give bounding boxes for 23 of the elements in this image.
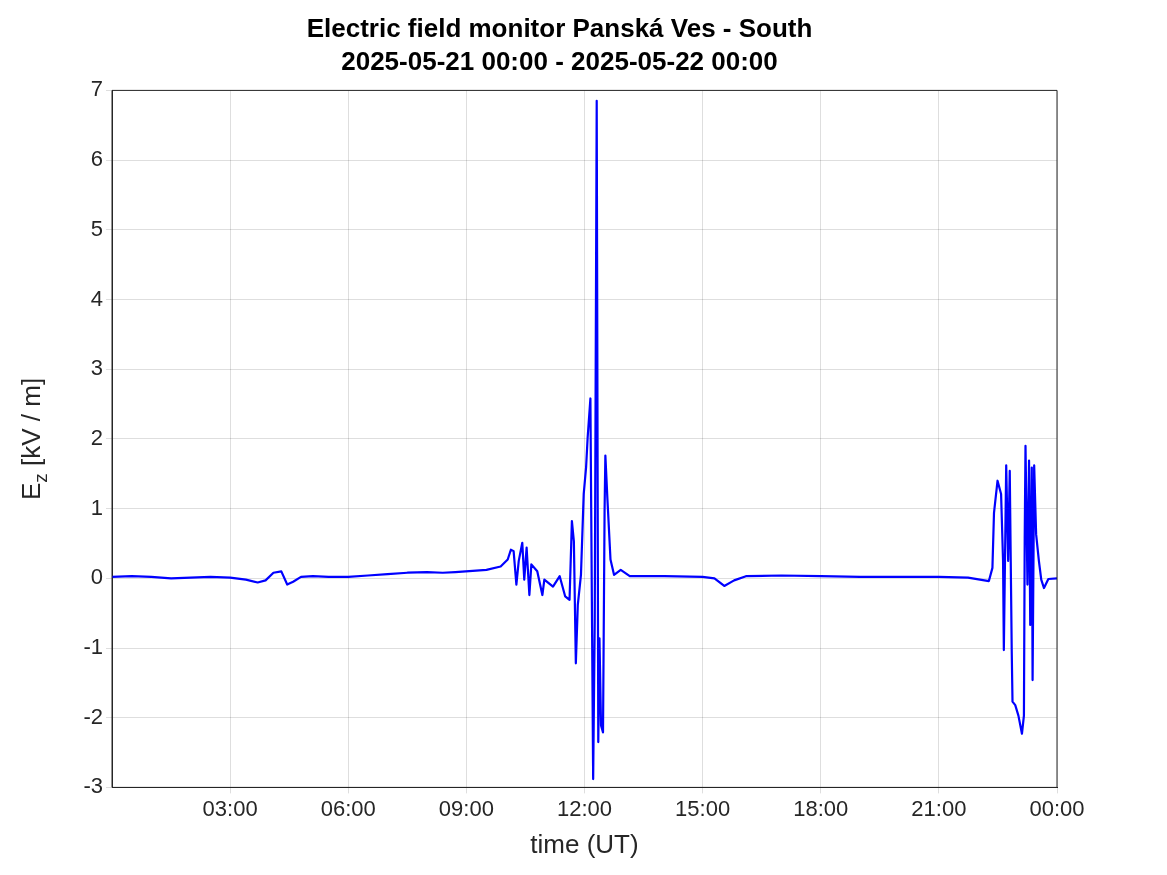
y-tick-label: 1 <box>90 494 103 520</box>
y-tick-label: 7 <box>90 76 103 102</box>
y-tick-label: 4 <box>90 285 103 311</box>
y-tick-label: 0 <box>90 564 103 590</box>
x-tick-label: 21:00 <box>911 795 967 821</box>
chart-subtitle: 2025-05-21 00:00 - 2025-05-22 00:00 <box>341 45 778 76</box>
y-tick-label: 6 <box>90 146 103 172</box>
y-tick-label: -1 <box>83 634 103 660</box>
x-axis-title: time (UT) <box>530 828 639 859</box>
x-tick-label: 09:00 <box>438 795 494 821</box>
y-axis-title: Ez [kV / m] <box>16 377 51 500</box>
y-tick-label: 5 <box>90 215 103 241</box>
x-tick-label: 03:00 <box>202 795 258 821</box>
x-tick-label: 18:00 <box>793 795 849 821</box>
chart-title: Electric field monitor Panská Ves - South <box>306 12 813 43</box>
x-tick-label: 06:00 <box>320 795 376 821</box>
x-tick-label: 12:00 <box>556 795 613 821</box>
y-tick-label: -2 <box>83 703 103 729</box>
x-tick-label: 15:00 <box>675 795 731 821</box>
y-tick-label: 3 <box>90 355 103 381</box>
y-tick-label: -3 <box>83 773 103 799</box>
x-tick-label: 00:00 <box>1029 795 1085 821</box>
y-tick-label: 2 <box>90 424 103 450</box>
